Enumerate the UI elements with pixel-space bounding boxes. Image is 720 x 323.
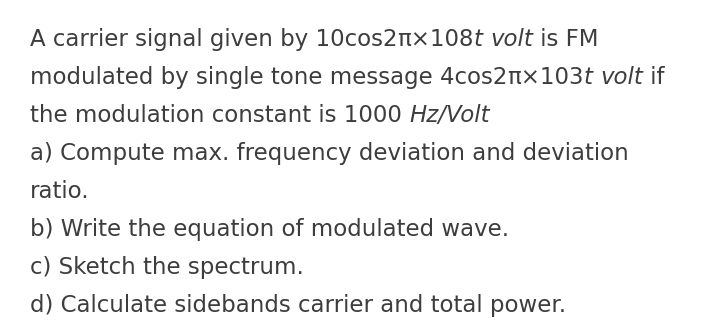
Text: b) Write the equation of modulated wave.: b) Write the equation of modulated wave. [30, 218, 509, 241]
Text: t: t [584, 66, 593, 89]
Text: π×103: π×103 [508, 66, 584, 89]
Text: t: t [474, 28, 483, 51]
Text: A carrier signal given by 10cos2: A carrier signal given by 10cos2 [30, 28, 397, 51]
Text: π×108: π×108 [397, 28, 474, 51]
Text: the modulation constant is 1000: the modulation constant is 1000 [30, 104, 409, 127]
Text: Hz/Volt: Hz/Volt [409, 104, 490, 127]
Text: volt: volt [600, 66, 643, 89]
Text: ratio.: ratio. [30, 180, 89, 203]
Text: volt: volt [490, 28, 533, 51]
Text: d) Calculate sidebands carrier and total power.: d) Calculate sidebands carrier and total… [30, 294, 566, 317]
Text: modulated by single tone message 4cos2: modulated by single tone message 4cos2 [30, 66, 508, 89]
Text: a) Compute max. frequency deviation and deviation: a) Compute max. frequency deviation and … [30, 142, 629, 165]
Text: if: if [643, 66, 665, 89]
Text: c) Sketch the spectrum.: c) Sketch the spectrum. [30, 256, 304, 279]
Text: is FM: is FM [533, 28, 598, 51]
